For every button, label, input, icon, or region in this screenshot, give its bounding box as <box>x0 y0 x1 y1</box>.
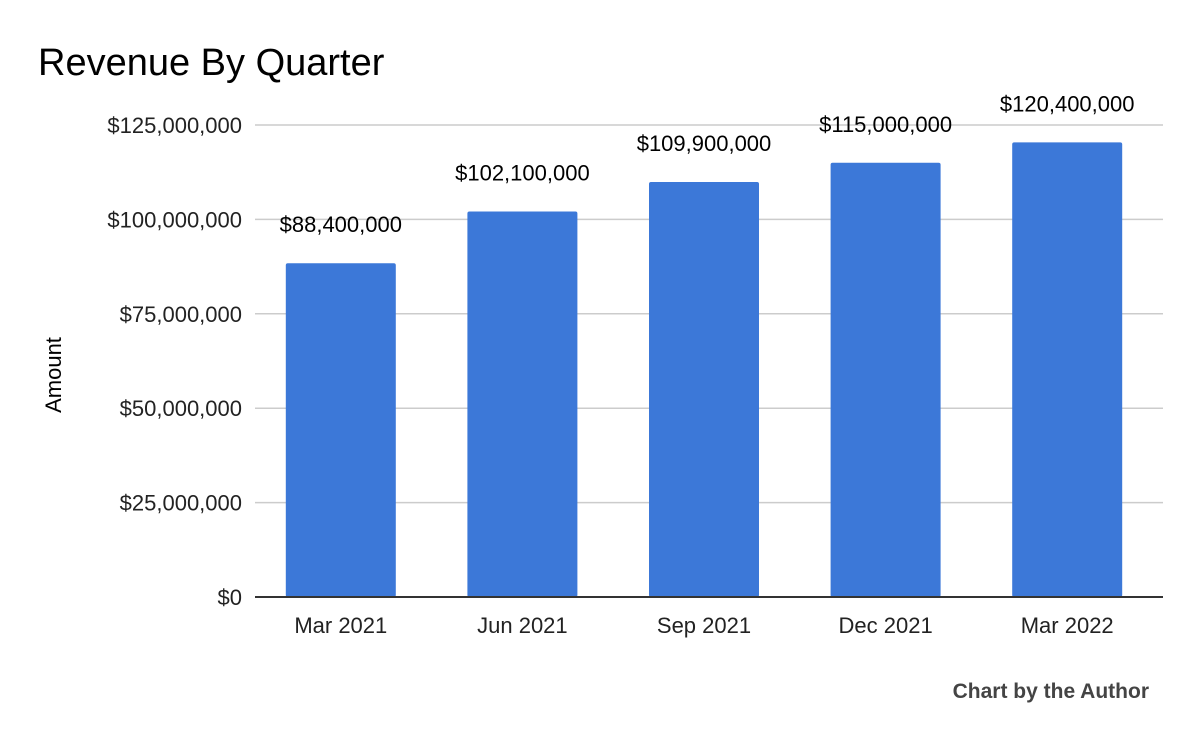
bar <box>649 182 759 598</box>
data-label: $120,400,000 <box>1000 91 1135 116</box>
y-tick-label: $0 <box>218 585 242 610</box>
x-tick-label: Mar 2022 <box>1021 613 1114 638</box>
chart-title: Revenue By Quarter <box>38 42 385 84</box>
chart-credit: Chart by the Author <box>953 680 1149 703</box>
data-labels: $88,400,000 $102,100,000 $109,900,000 $115,… <box>280 91 1135 237</box>
x-tick-label: Mar 2021 <box>294 613 387 638</box>
y-tick-label: $50,000,000 <box>120 396 242 421</box>
y-tick-label: $100,000,000 <box>107 207 242 232</box>
data-label: $109,900,000 <box>637 131 772 156</box>
y-tick-label: $125,000,000 <box>107 113 242 138</box>
bar <box>467 211 578 597</box>
data-label: $88,400,000 <box>280 212 402 237</box>
y-axis-label: Amount <box>41 337 66 413</box>
y-tick-labels: $0 $25,000,000 $50,000,000 $75,000,000 $100,… <box>107 113 242 610</box>
x-tick-label: Jun 2021 <box>477 613 568 638</box>
bar <box>1012 142 1123 597</box>
data-label: $102,100,000 <box>455 160 590 185</box>
y-tick-label: $25,000,000 <box>120 491 242 516</box>
y-tick-label: $75,000,000 <box>120 302 242 327</box>
data-label: $115,000,000 <box>819 112 952 137</box>
x-tick-label: Sep 2021 <box>657 613 751 638</box>
bars <box>285 142 1123 598</box>
bar <box>830 162 941 597</box>
bar <box>285 263 396 597</box>
x-tick-labels: Mar 2021 Jun 2021 Sep 2021 Dec 2021 Mar 2022 <box>294 613 1113 638</box>
x-tick-label: Dec 2021 <box>839 613 933 638</box>
